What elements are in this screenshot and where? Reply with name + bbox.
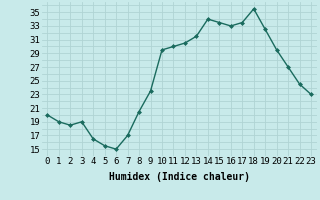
X-axis label: Humidex (Indice chaleur): Humidex (Indice chaleur) [109, 172, 250, 182]
